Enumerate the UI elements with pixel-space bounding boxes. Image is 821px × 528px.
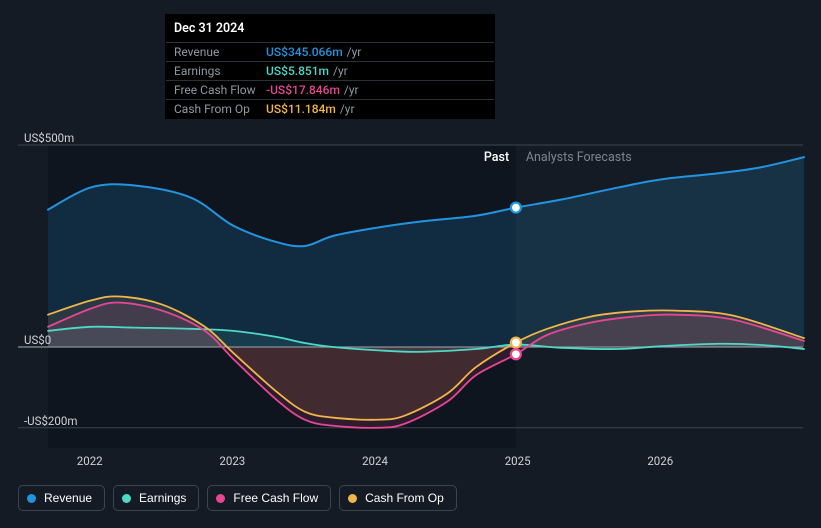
tooltip-row-value: -US$17.846m [266, 83, 340, 97]
tooltip-row: Free Cash Flow-US$17.846m/yr [166, 80, 494, 99]
legend-item-label: Earnings [139, 491, 186, 505]
y-tick-label: -US$200m [24, 414, 77, 428]
legend-dot-icon [348, 494, 357, 503]
tooltip-row-label: Free Cash Flow [174, 83, 266, 97]
tooltip-row-label: Revenue [174, 45, 266, 59]
legend-dot-icon [216, 494, 225, 503]
tooltip-date: Dec 31 2024 [166, 19, 494, 42]
tooltip-row-label: Earnings [174, 64, 266, 78]
forecast-label: Analysts Forecasts [526, 150, 632, 165]
y-tick-label: US$0 [24, 333, 51, 347]
tooltip-row: EarningsUS$5.851m/yr [166, 61, 494, 80]
y-tick-label: US$500m [24, 131, 74, 145]
x-tick-label: 2022 [77, 454, 103, 468]
x-tick-label: 2025 [505, 454, 531, 468]
legend-item-revenue[interactable]: Revenue [18, 485, 105, 511]
legend-dot-icon [27, 494, 36, 503]
legend-item-label: Free Cash Flow [233, 491, 318, 505]
tooltip-row-value: US$345.066m [266, 45, 343, 59]
chart-tooltip: Dec 31 2024 RevenueUS$345.066m/yrEarning… [165, 14, 495, 119]
tooltip-row: Cash From OpUS$11.184m/yr [166, 99, 494, 118]
legend-item-label: Cash From Op [365, 491, 444, 505]
legend-item-earnings[interactable]: Earnings [113, 485, 199, 511]
tooltip-row-unit: /yr [344, 83, 359, 97]
legend-item-label: Revenue [44, 491, 92, 505]
tooltip-row-label: Cash From Op [174, 102, 266, 116]
tooltip-row-unit: /yr [347, 45, 362, 59]
tooltip-row-unit: /yr [333, 64, 348, 78]
financials-chart: US$500m US$0 -US$200m 2022 2023 2024 2025 2026… [0, 0, 821, 524]
chart-legend: Revenue Earnings Free Cash Flow Cash From O… [18, 485, 457, 511]
legend-item-cfo[interactable]: Cash From Op [339, 485, 457, 511]
x-tick-label: 2026 [647, 454, 673, 468]
past-label: Past [484, 150, 509, 165]
tooltip-row-unit: /yr [340, 102, 355, 116]
tooltip-row: RevenueUS$345.066m/yr [166, 42, 494, 61]
tooltip-row-value: US$11.184m [266, 102, 336, 116]
legend-dot-icon [122, 494, 131, 503]
x-tick-label: 2023 [219, 454, 245, 468]
x-tick-label: 2024 [362, 454, 388, 468]
tooltip-row-value: US$5.851m [266, 64, 329, 78]
legend-item-fcf[interactable]: Free Cash Flow [207, 485, 331, 511]
